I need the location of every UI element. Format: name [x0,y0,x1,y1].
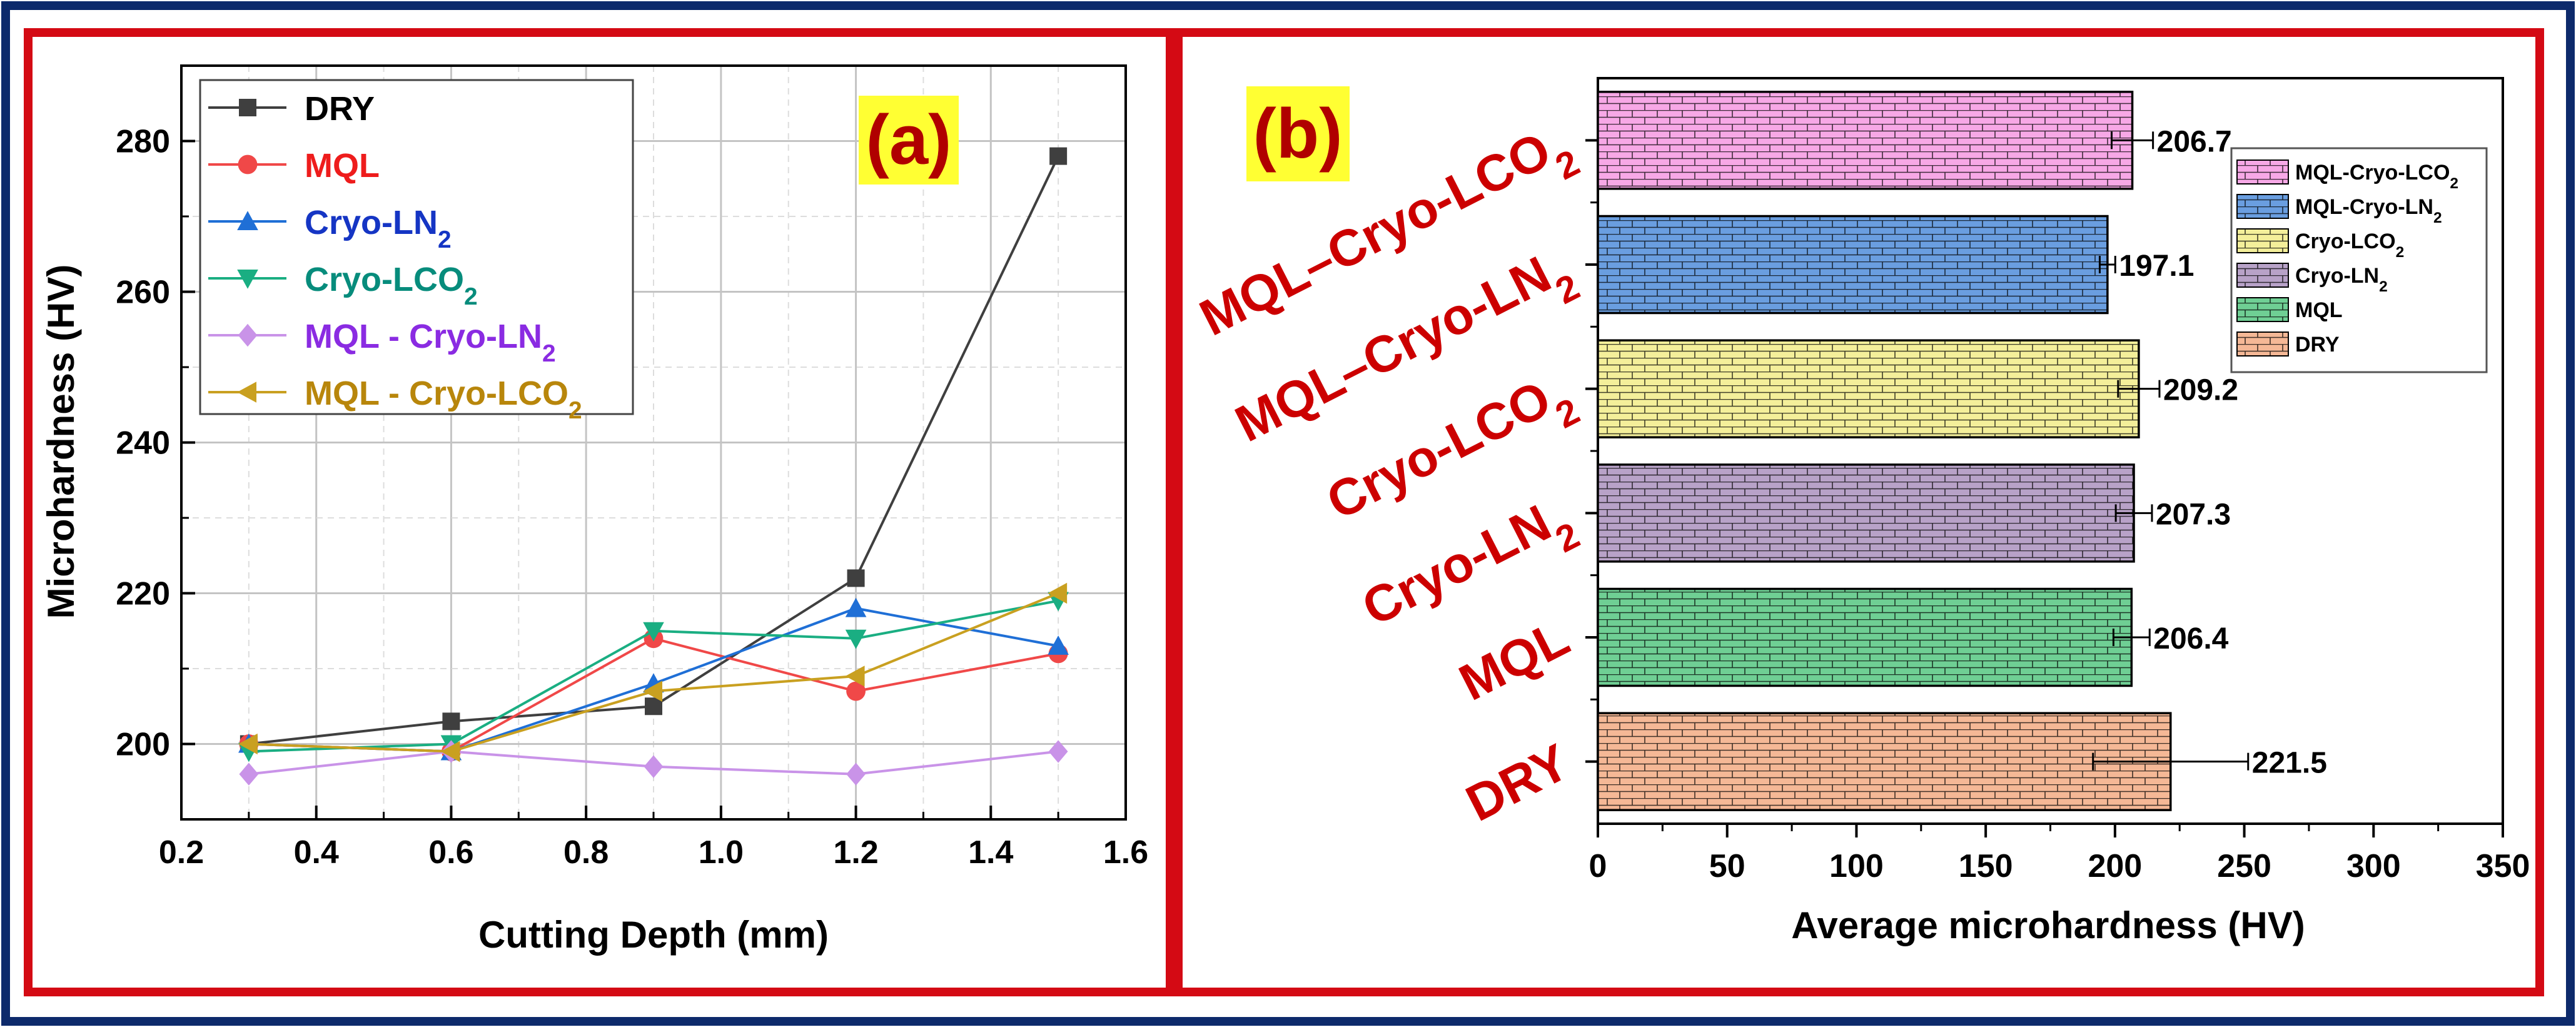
panel-a-ytick-label: 200 [116,727,170,763]
data-point-mql-cryo-lco [238,733,258,755]
legend-swatch-pattern [2236,297,2289,322]
legend-marker-triangle-left [237,382,256,403]
legend-swatch-pattern [2236,159,2289,185]
data-point-mql-cryo-ln [644,755,664,778]
panel-b-xtick-label: 300 [2346,848,2401,884]
data-point-mql-cryo-lco [845,665,865,687]
data-point-cryo-ln [845,597,867,617]
bar-pattern [1597,91,2134,190]
panel-a-xtick-label: 0.8 [563,834,609,871]
legend-label: DRY [305,90,375,128]
panel-a-ytick-label: 260 [116,275,170,311]
panel-a-ylabel: Microhardness (HV) [40,265,82,619]
legend-label: MQL - Cryo-LCO2 [305,375,582,424]
legend-swatch-pattern [2236,263,2289,288]
bar-value-label: 206.4 [2153,622,2228,655]
bar-value-label: 197.1 [2119,250,2194,283]
legend-swatch-pattern [2236,228,2289,253]
data-point-cryo-ln [1048,635,1069,655]
panel-a-ytick-label: 220 [116,576,170,612]
legend-label: MQL [2295,298,2343,322]
panel-b-xtick-label: 150 [1959,848,2013,884]
data-point-mql-cryo-ln [1048,740,1068,763]
legend-label: MQL - Cryo-LN2 [305,318,556,367]
data-point-dry [645,697,662,716]
panel-a-xtick-label: 0.6 [428,834,473,871]
bar-pattern [1597,712,2172,811]
legend-swatch-pattern [2236,194,2289,219]
legend-marker-triangle-down [237,270,258,289]
panel-a-ytick-label: 280 [116,124,170,160]
legend-label: MQL [305,147,380,185]
panel-a-line-chart: 0.2 0.4 0.6 0.8 1.0 1.2 1.4 1.6200220240260280 … [40,64,1148,956]
legend-label: Cryo-LCO2 [305,261,478,310]
panel-b-ticks: 0 50 100 150 200 250 300 350 [1585,139,2530,884]
legend-label: DRY [2295,333,2340,357]
data-point-dry [442,712,460,731]
bar-value-label: 221.5 [2252,747,2327,780]
panel-a-xtick-label: 1.2 [833,834,878,871]
panel-a-xtick-label: 1.6 [1103,834,1148,871]
bar-pattern [1597,463,2135,563]
panel-b-bars: 221.5 206.4 207.3 209.2 197.1 206.7 [1597,91,2327,811]
legend-label: Cryo-LN2 [305,204,452,253]
panel-b-xtick-label: 0 [1589,848,1607,884]
panel-a-legend-box [199,79,634,415]
panel-a-label: (a) [866,101,952,179]
legend-swatch-pattern [2236,331,2289,357]
bar-pattern [1597,339,2140,438]
bar-value-label: 209.2 [2163,374,2238,407]
panel-a-xtick-label: 1.0 [699,834,744,871]
panel-a-ytick-label: 240 [116,425,170,462]
legend-label: MQL-Cryo-LN2 [2295,195,2442,226]
bar-value-label: 206.7 [2157,125,2232,158]
legend-marker-square [239,99,256,116]
data-point-cryo-lco [845,629,867,649]
panel-b-xtick-label: 100 [1829,848,1884,884]
panel-b-xtick-label: 250 [2217,848,2271,884]
panel-a-xlabel: Cutting Depth (mm) [478,914,829,956]
panel-b-label: (b) [1253,94,1342,173]
data-point-dry [1049,147,1068,165]
legend-label: Cryo-LN2 [2295,264,2388,295]
panel-b-xtick-label: 200 [2088,848,2142,884]
legend-label: MQL-Cryo-LCO2 [2295,161,2458,192]
data-point-mql-cryo-ln [239,762,259,786]
data-point-mql [846,681,866,701]
legend-marker-diamond [238,323,258,347]
data-point-mql-cryo-lco [1048,582,1068,604]
panel-a-xtick-label: 0.4 [294,834,339,871]
data-point-mql-cryo-lco [643,680,662,702]
legend-label: Cryo-LCO2 [2295,230,2404,261]
data-point-cryo-lco [643,622,664,642]
data-point-mql-cryo-ln [846,762,866,786]
panel-a-badge-bg [859,96,959,185]
data-point-dry [847,569,865,587]
panel-a-series [238,147,1069,786]
panel-b-xlabel: Average microhardness (HV) [1791,904,2305,946]
panel-b-xtick-label: 350 [2476,848,2530,884]
panel-a-legend: DRY MQL Cryo-LN2 Cryo-LCO2 MQL - Cryo-LN2 MQL… [208,90,582,424]
legend-marker-triangle-up [237,211,258,230]
bar-pattern [1597,587,2133,687]
panel-b-xtick-label: 50 [1709,848,1745,884]
panel-a-xtick-label: 0.2 [159,834,204,871]
bar-pattern [1597,215,2109,315]
panel-a-xtick-label: 1.4 [968,834,1013,871]
bar-value-label: 207.3 [2156,498,2231,531]
panel-a-ticks: 0.2 0.4 0.6 0.8 1.0 1.2 1.4 1.6 200 220 240 260 280 [116,124,1148,871]
legend-marker-circle [238,154,258,175]
data-point-mql-cryo-lco [440,741,460,762]
panel-b-badge-bg [1246,86,1350,181]
